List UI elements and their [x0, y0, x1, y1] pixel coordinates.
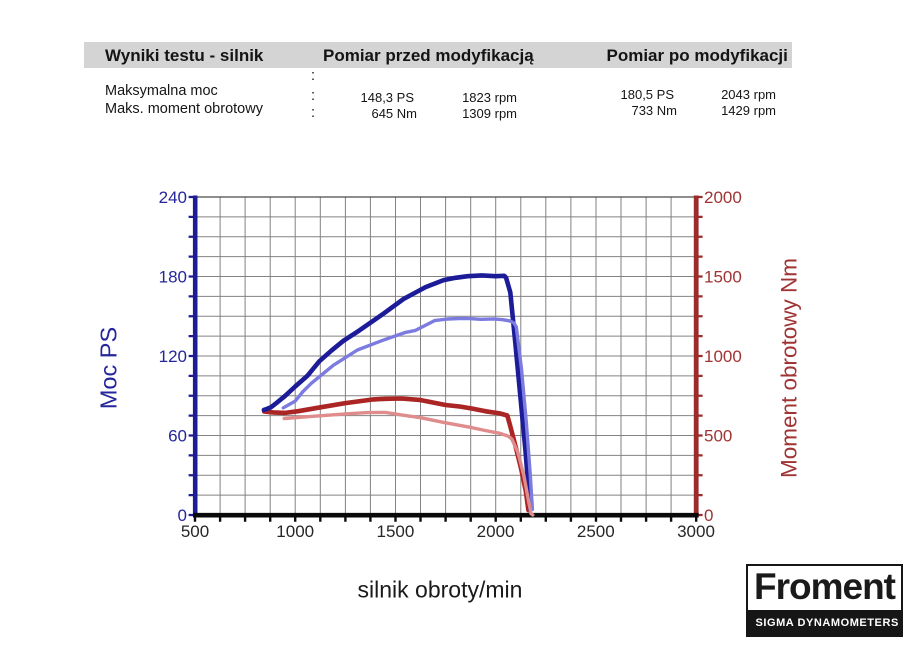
svg-text:1500: 1500 [704, 268, 742, 287]
svg-text:silnik obroty/min: silnik obroty/min [358, 576, 523, 602]
svg-text:2000: 2000 [477, 522, 515, 541]
svg-text:Moment obrotowy Nm: Moment obrotowy Nm [777, 258, 802, 478]
svg-text:1000: 1000 [276, 522, 314, 541]
svg-text:3000: 3000 [677, 522, 715, 541]
svg-text:Moc PS: Moc PS [96, 327, 122, 409]
svg-text:1500: 1500 [376, 522, 414, 541]
svg-text:1000: 1000 [704, 347, 742, 366]
svg-text:0: 0 [704, 506, 713, 525]
svg-text:500: 500 [704, 427, 732, 446]
svg-text:60: 60 [168, 427, 187, 446]
svg-text:0: 0 [178, 506, 187, 525]
svg-text:240: 240 [159, 188, 187, 207]
svg-text:180: 180 [159, 268, 187, 287]
svg-text:500: 500 [181, 522, 209, 541]
svg-text:2000: 2000 [704, 188, 742, 207]
svg-text:2500: 2500 [577, 522, 615, 541]
svg-text:120: 120 [159, 347, 187, 366]
